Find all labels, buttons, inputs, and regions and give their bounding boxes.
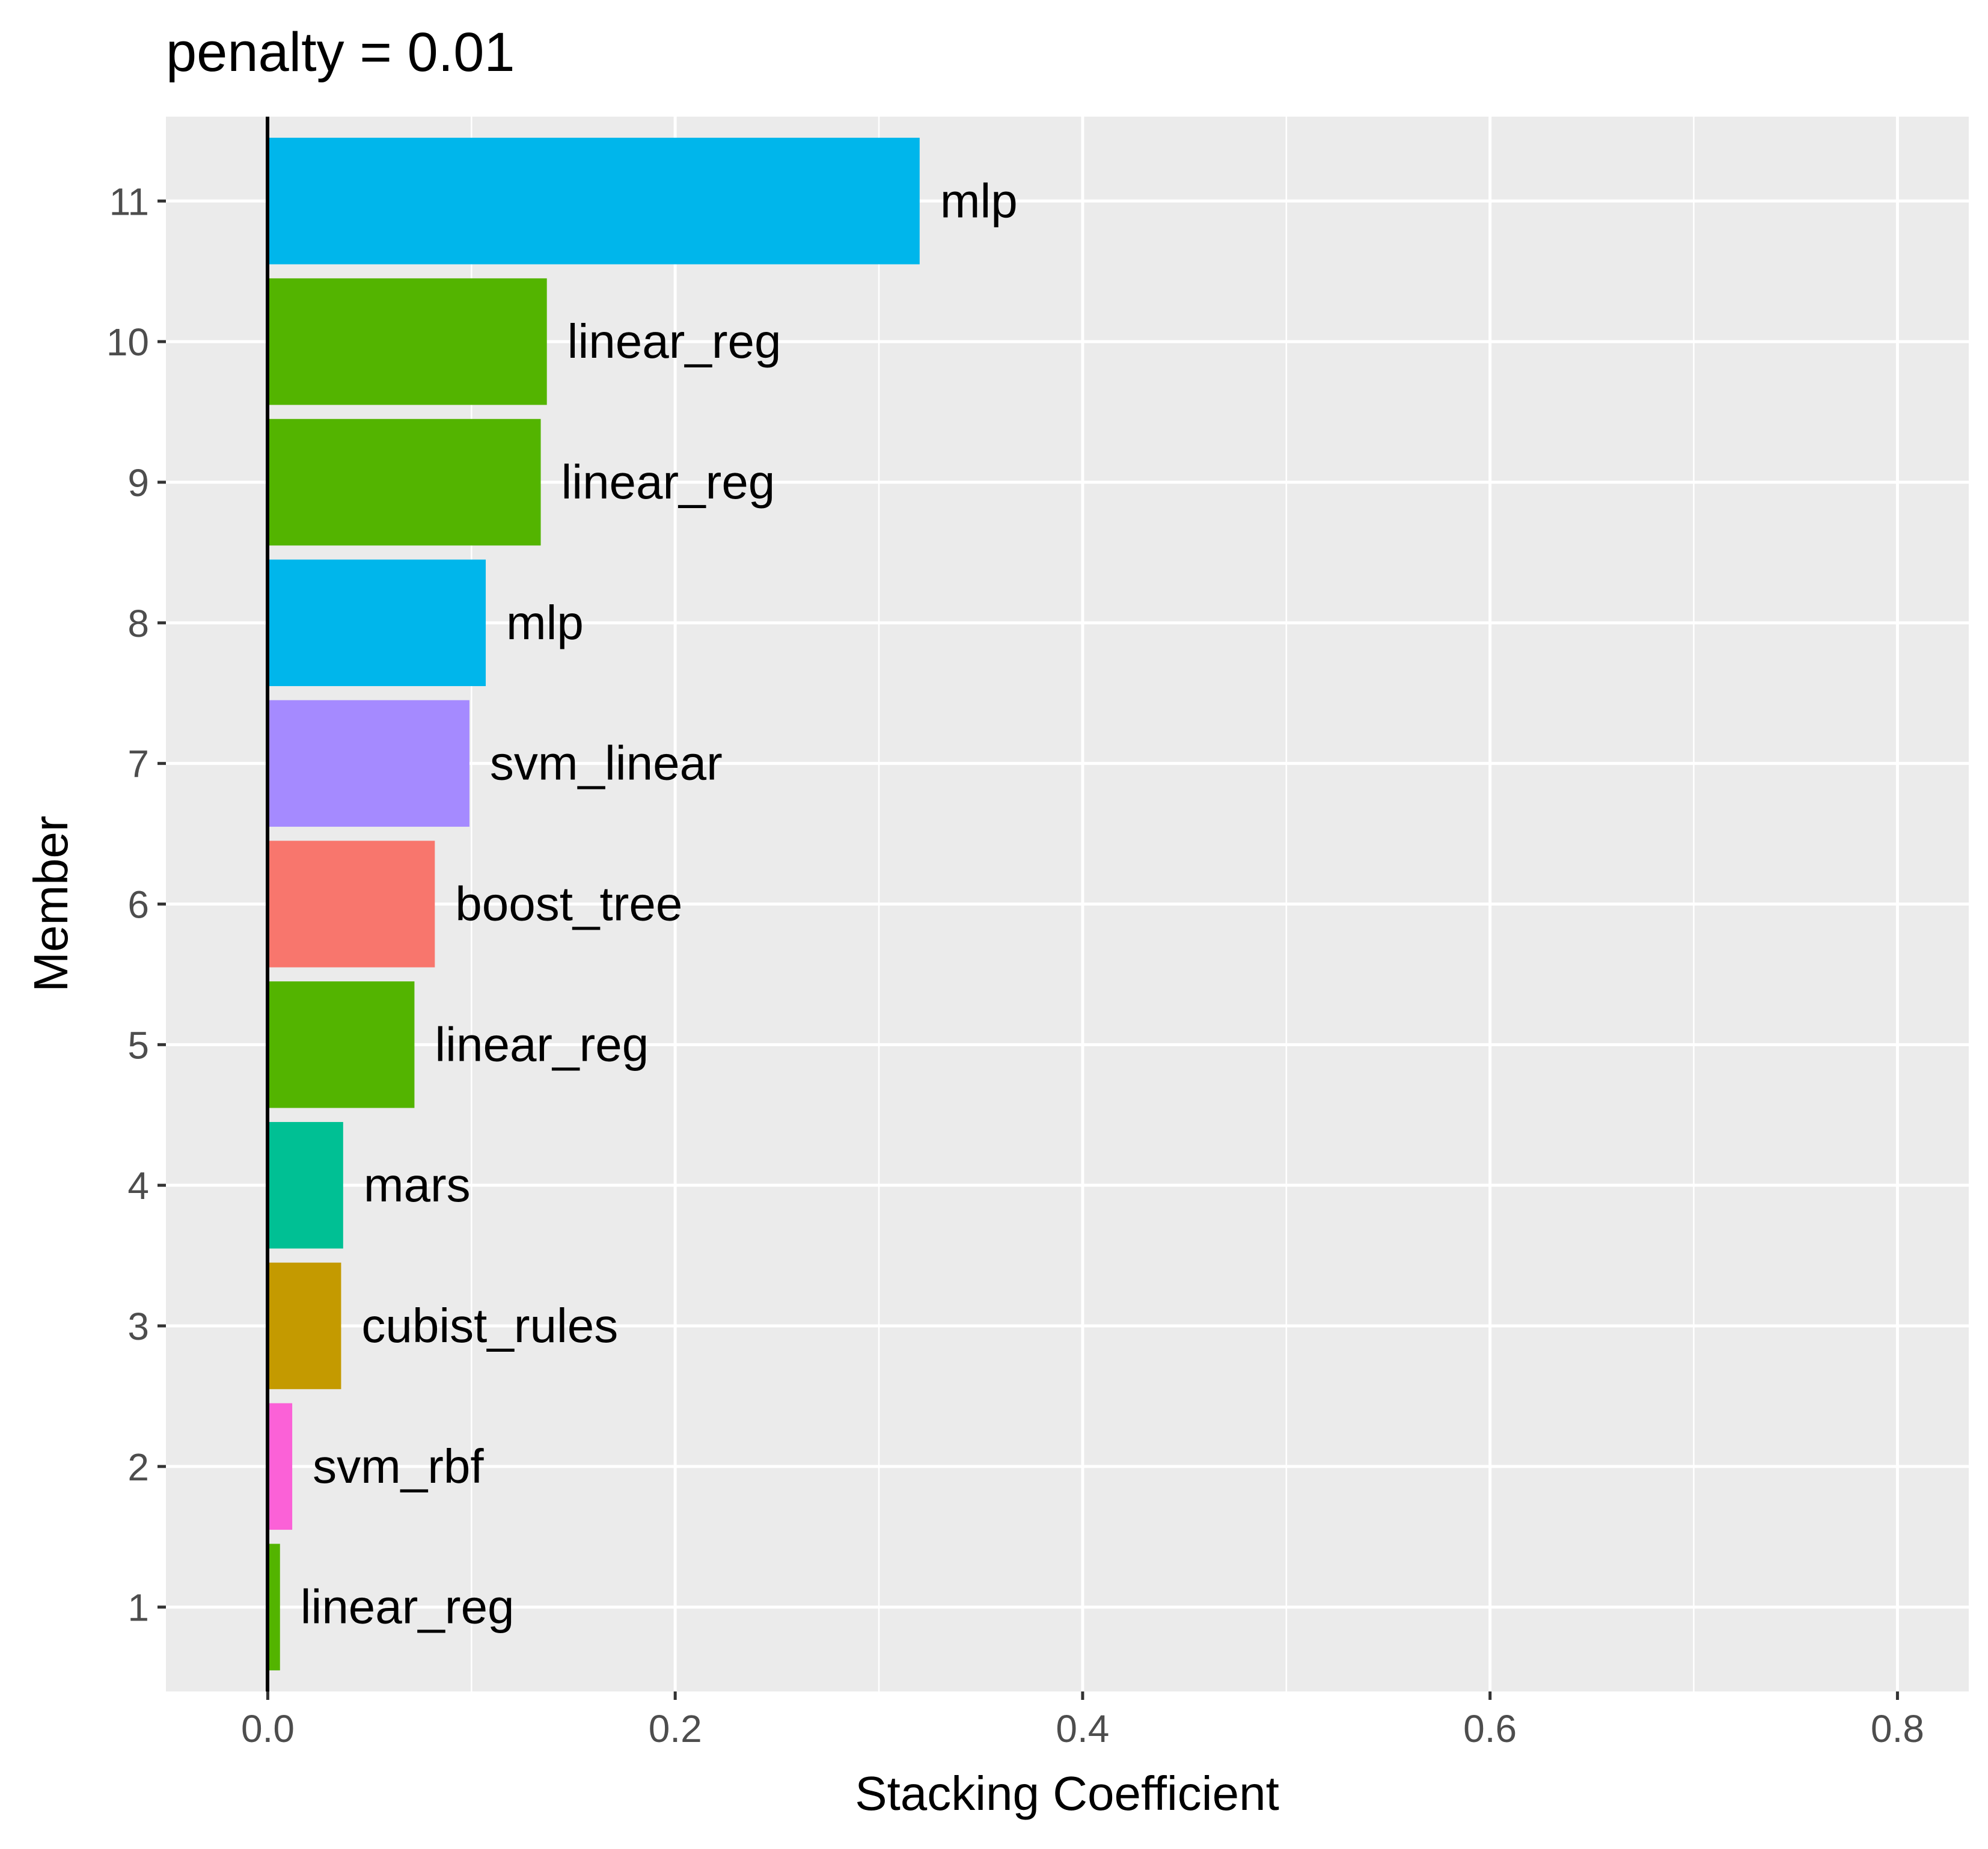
y-tick-label: 2 xyxy=(127,1446,149,1489)
y-tick-label: 11 xyxy=(109,180,149,223)
bar-label: cubist_rules xyxy=(361,1299,618,1352)
bar xyxy=(268,981,415,1108)
bar-label: svm_linear xyxy=(490,737,723,790)
x-tick-label: 0.4 xyxy=(1056,1707,1109,1750)
bar-label: linear_reg xyxy=(567,314,781,368)
y-tick-label: 8 xyxy=(127,602,149,645)
y-tick-label: 9 xyxy=(127,461,149,504)
bar xyxy=(268,559,486,687)
y-axis: 1 2 3 4 5 6 7 8 9 10 11 xyxy=(106,180,166,1630)
bar-label: boost_tree xyxy=(455,877,682,931)
bar xyxy=(268,1544,280,1670)
bar-labels: linear_reg svm_rbf cubist_rules mars linear_… xyxy=(301,174,1018,1633)
x-tick-label: 0.2 xyxy=(649,1707,702,1750)
bar xyxy=(268,700,469,827)
bar xyxy=(268,1121,343,1249)
x-axis-title: Stacking Coefficient xyxy=(855,1767,1279,1820)
y-tick-label: 6 xyxy=(127,883,149,927)
y-tick-label: 5 xyxy=(127,1023,149,1067)
bar-label: svm_rbf xyxy=(313,1440,484,1493)
chart-title: penalty = 0.01 xyxy=(166,22,515,83)
bar xyxy=(268,1403,293,1530)
y-tick-label: 1 xyxy=(127,1586,149,1630)
bars xyxy=(268,138,920,1670)
x-tick-label: 0.0 xyxy=(241,1707,295,1750)
bar-label: linear_reg xyxy=(561,455,775,509)
grid-major xyxy=(166,117,1969,1691)
y-axis-title: Member xyxy=(24,815,78,992)
y-tick-label: 3 xyxy=(127,1305,149,1348)
bar xyxy=(268,278,547,405)
bar-label: mars xyxy=(364,1158,471,1212)
bar-label: linear_reg xyxy=(301,1580,515,1634)
y-tick-label: 4 xyxy=(127,1164,149,1207)
y-tick-label: 10 xyxy=(106,320,149,364)
bar-label: mlp xyxy=(506,596,584,649)
x-axis: 0.0 0.2 0.4 0.6 0.8 xyxy=(241,1691,1924,1750)
bar xyxy=(268,419,541,546)
bar xyxy=(268,138,920,265)
bar-label: linear_reg xyxy=(435,1017,649,1071)
x-tick-label: 0.6 xyxy=(1463,1707,1517,1750)
x-tick-label: 0.8 xyxy=(1871,1707,1924,1750)
bar xyxy=(268,841,435,967)
bar-label: mlp xyxy=(940,174,1018,227)
bar xyxy=(268,1262,341,1390)
y-tick-label: 7 xyxy=(127,743,149,786)
